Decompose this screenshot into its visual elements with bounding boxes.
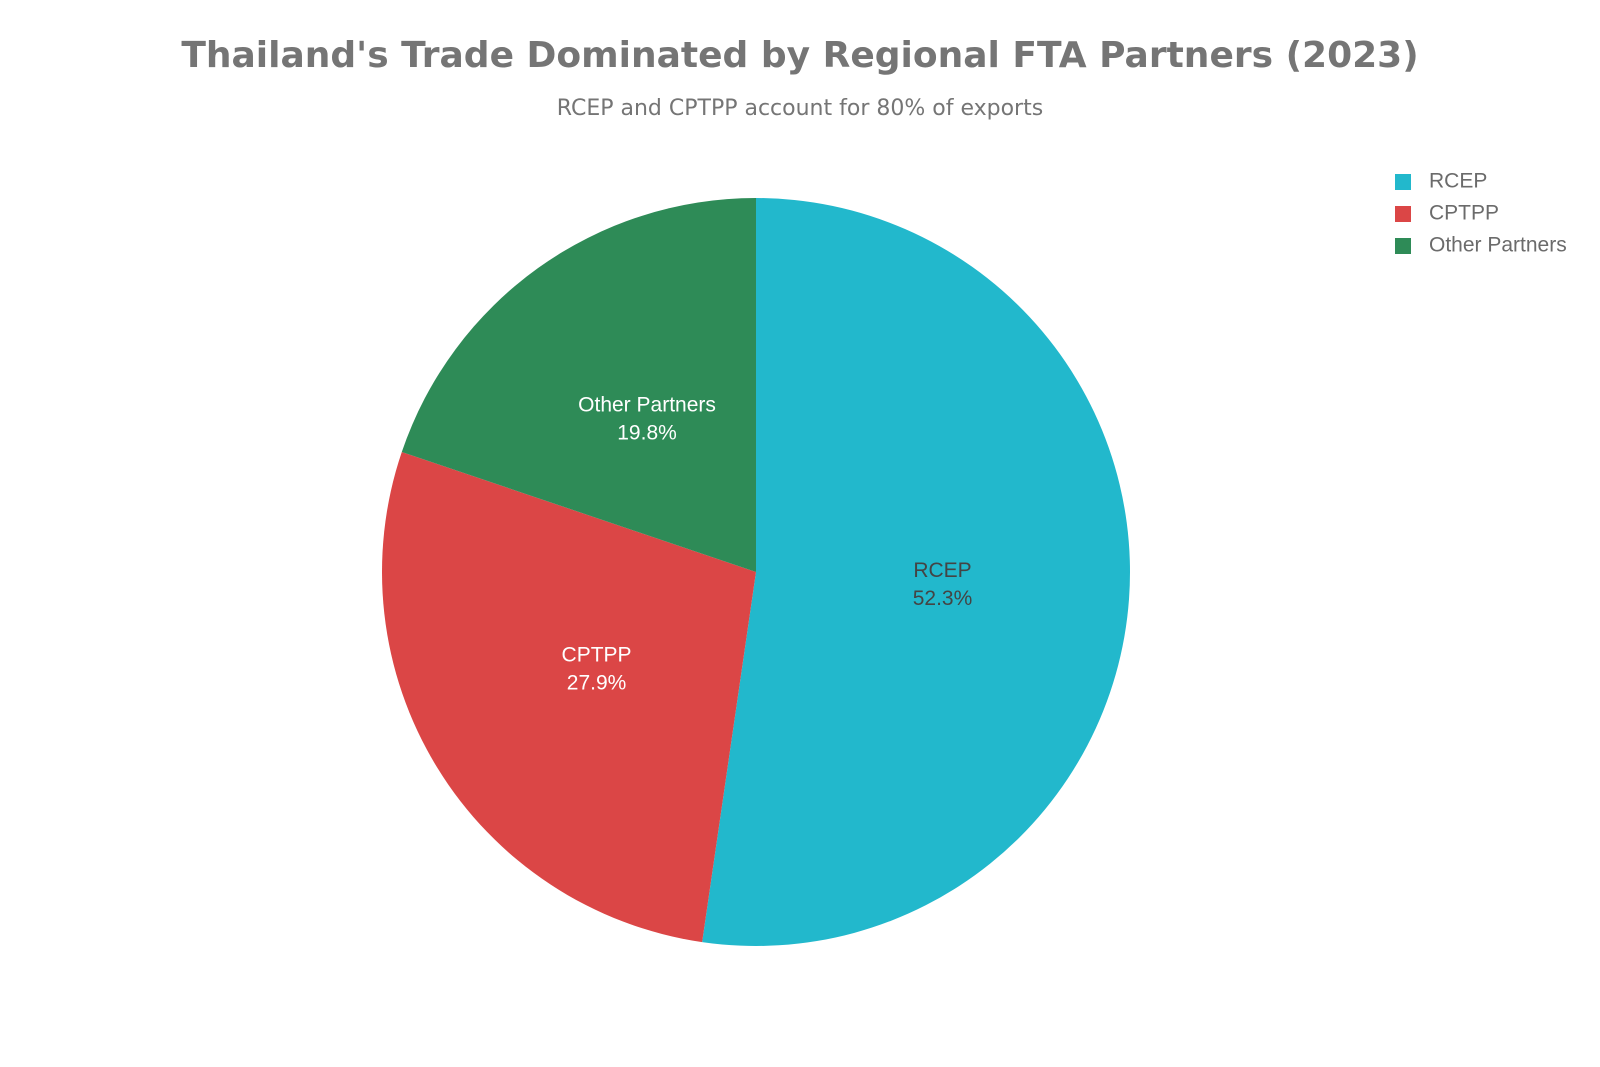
legend-swatch — [1395, 174, 1411, 190]
legend-swatch — [1395, 238, 1411, 254]
slice-label: CPTPP — [562, 643, 632, 666]
slice-value: 52.3% — [913, 587, 973, 610]
slice-value: 27.9% — [567, 671, 627, 694]
legend-label: CPTPP — [1429, 202, 1499, 225]
pie-slice — [702, 198, 1131, 947]
legend-swatch — [1395, 206, 1411, 222]
slice-label: RCEP — [913, 559, 971, 582]
legend-label: RCEP — [1429, 170, 1487, 193]
chart-subtitle: RCEP and CPTPP account for 80% of export… — [557, 96, 1043, 121]
pie-slice — [382, 451, 756, 943]
pie-slice — [401, 198, 756, 572]
legend-label: Other Partners — [1429, 234, 1567, 257]
slice-label: Other Partners — [578, 394, 716, 417]
chart-title: Thailand's Trade Dominated by Regional F… — [181, 35, 1418, 76]
slice-value: 19.8% — [617, 422, 677, 445]
